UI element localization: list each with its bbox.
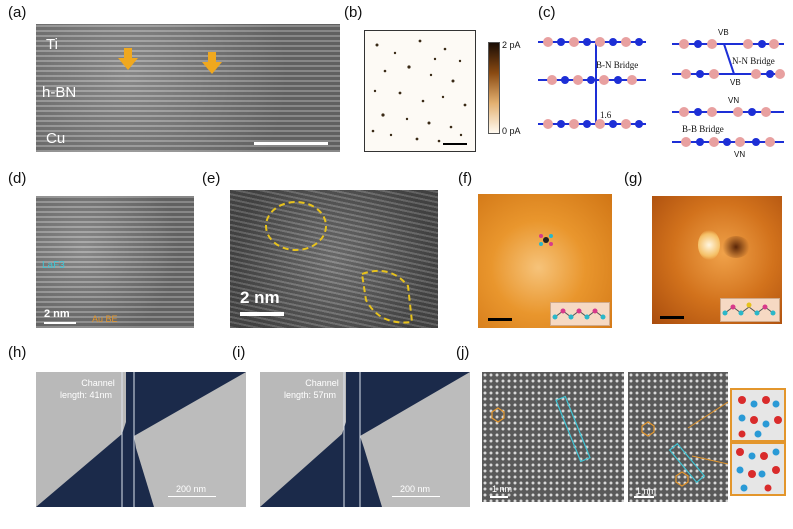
scale-bar: [240, 312, 284, 316]
panel-j-right-image: 1 nm: [628, 372, 728, 502]
inset-structure: [720, 298, 780, 322]
panel-d-tem-image: LaF3 Au BE 2 nm: [36, 196, 194, 328]
electrode-shapes: [36, 372, 246, 507]
arrow-down-icon: [118, 48, 138, 70]
channel-label: Channel: [305, 378, 339, 388]
scale-bar: [443, 143, 467, 145]
panel-g-stm-image: [652, 196, 782, 324]
panel-h-sem-image: Channel length: 41nm 200 nm: [36, 372, 246, 507]
vacancy-label: VN: [734, 150, 746, 159]
panel-c-atomic-models: B-N Bridge N-N Bridge B-B Bridge 1.6 VB …: [534, 24, 790, 164]
bright-defect: [698, 230, 720, 260]
current-spots: [371, 39, 467, 143]
panel-label-j: (j): [456, 344, 470, 361]
colorbar: [488, 42, 500, 134]
inset-atoms: [552, 308, 606, 320]
zoom-inset-top: [730, 388, 786, 442]
panel-label-i: (i): [232, 344, 246, 361]
channel-label: Channel: [81, 378, 115, 388]
scale-bar: [392, 496, 440, 497]
layer-label-cu: Cu: [46, 130, 66, 147]
dark-depression: [722, 236, 750, 258]
defect-molecule-icon: [539, 234, 553, 246]
scale-bar: [634, 496, 654, 498]
dashed-regions: [265, 201, 414, 324]
layer-label-ti: Ti: [46, 36, 58, 53]
panel-a-tem-image: Ti h-BN Cu: [36, 24, 340, 152]
vacancy-label: VN: [728, 96, 740, 105]
layer-label-hbn: h-BN: [42, 84, 77, 101]
panel-i-sem-image: Channel length: 57nm 200 nm: [260, 372, 470, 507]
panel-label-h: (h): [8, 344, 27, 361]
scale-bar: [254, 142, 328, 145]
scale-bar: [168, 496, 216, 497]
lattice-markers: [641, 401, 728, 487]
arrow-down-icon: [202, 52, 222, 74]
scale-label: 1 nm: [636, 486, 657, 496]
vacancy-label: VB: [730, 78, 741, 87]
panel-label-d: (d): [8, 170, 27, 187]
panel-label-g: (g): [624, 170, 643, 187]
scale-bar: [660, 316, 684, 319]
distance-label: 1.6: [600, 110, 612, 120]
panel-label-b: (b): [344, 4, 363, 21]
bridge-label-bn: B-N Bridge: [596, 60, 639, 70]
bridge-label-bb: B-B Bridge: [682, 124, 724, 134]
colorbar-max-label: 2 pA: [502, 40, 521, 50]
inset-structure: [550, 302, 610, 326]
atomic-model-svg: [538, 37, 785, 147]
panel-label-a: (a): [8, 4, 27, 21]
scale-label: 1 nm: [492, 484, 513, 494]
panel-j-left-image: 1 nm: [482, 372, 624, 502]
inset-atoms: [736, 448, 780, 492]
panel-e-tem-image: 2 nm: [230, 190, 438, 328]
scale-label: 2 nm: [240, 288, 280, 307]
scale-label: 2 nm: [44, 308, 70, 320]
colorbar-min-label: 0 pA: [502, 126, 521, 136]
zoom-inset-bottom: [730, 442, 786, 496]
scale-bar: [490, 496, 508, 498]
panel-label-e: (e): [202, 170, 221, 187]
inset-atoms: [738, 396, 782, 438]
channel-length-label: length: 57nm: [284, 390, 337, 400]
inset-atoms: [722, 302, 776, 316]
layer-label-au: Au BE: [92, 314, 118, 324]
panel-label-c: (c): [538, 4, 556, 21]
panel-f-stm-image: [478, 194, 612, 328]
bridge-label-nn: N-N Bridge: [732, 56, 775, 66]
scale-label: 200 nm: [400, 484, 431, 494]
vacancy-label: VB: [718, 28, 729, 37]
scale-bar: [488, 318, 512, 321]
layer-label-laf3: LaF3: [42, 260, 65, 271]
panel-label-f: (f): [458, 170, 473, 187]
scale-bar: [44, 322, 76, 324]
scale-label: 200 nm: [176, 484, 207, 494]
panel-b-current-map: [364, 30, 476, 152]
electrode-shapes: [260, 372, 470, 507]
lattice-markers: [491, 395, 591, 463]
channel-length-label: length: 41nm: [60, 390, 113, 400]
